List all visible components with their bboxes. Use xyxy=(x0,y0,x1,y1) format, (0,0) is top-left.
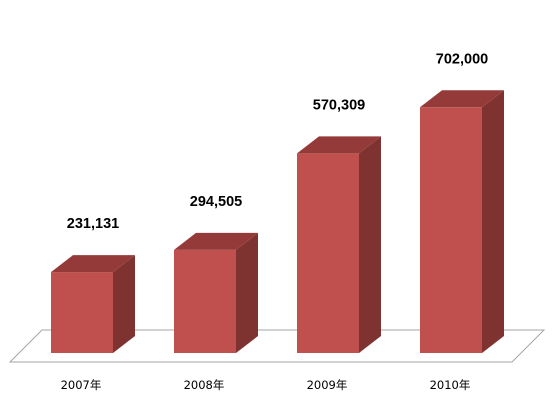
bar-top xyxy=(297,136,381,154)
bars-group xyxy=(51,90,504,354)
bar-front xyxy=(297,153,359,353)
x-axis-tick-labels: 2007年 2008年 2009年 2010年 xyxy=(61,378,471,392)
bar-front xyxy=(420,107,482,353)
data-label: 294,505 xyxy=(190,194,242,210)
data-labels-group: 231,131 294,505 570,309 702,000 xyxy=(67,51,488,232)
data-label: 231,131 xyxy=(67,216,119,232)
x-tick-label: 2009年 xyxy=(307,378,348,392)
x-tick-label: 2010年 xyxy=(430,378,471,392)
data-label: 702,000 xyxy=(436,51,488,67)
chart-floor xyxy=(8,329,546,363)
x-tick-label: 2008年 xyxy=(184,378,225,392)
bar-2010年 xyxy=(420,90,504,354)
bar-front xyxy=(51,272,113,353)
bar-side xyxy=(482,90,504,354)
bar-2007年 xyxy=(51,255,135,353)
bar-front xyxy=(174,249,236,353)
bar-top xyxy=(51,255,135,273)
bar-2009年 xyxy=(297,136,381,353)
x-tick-label: 2007年 xyxy=(61,378,102,392)
bar-side xyxy=(113,255,135,353)
bar-top xyxy=(174,232,258,250)
bar-2008年 xyxy=(174,232,258,353)
bar-top xyxy=(420,90,504,108)
data-label: 570,309 xyxy=(313,97,365,113)
bar-side xyxy=(236,232,258,353)
bar-side xyxy=(359,136,381,353)
